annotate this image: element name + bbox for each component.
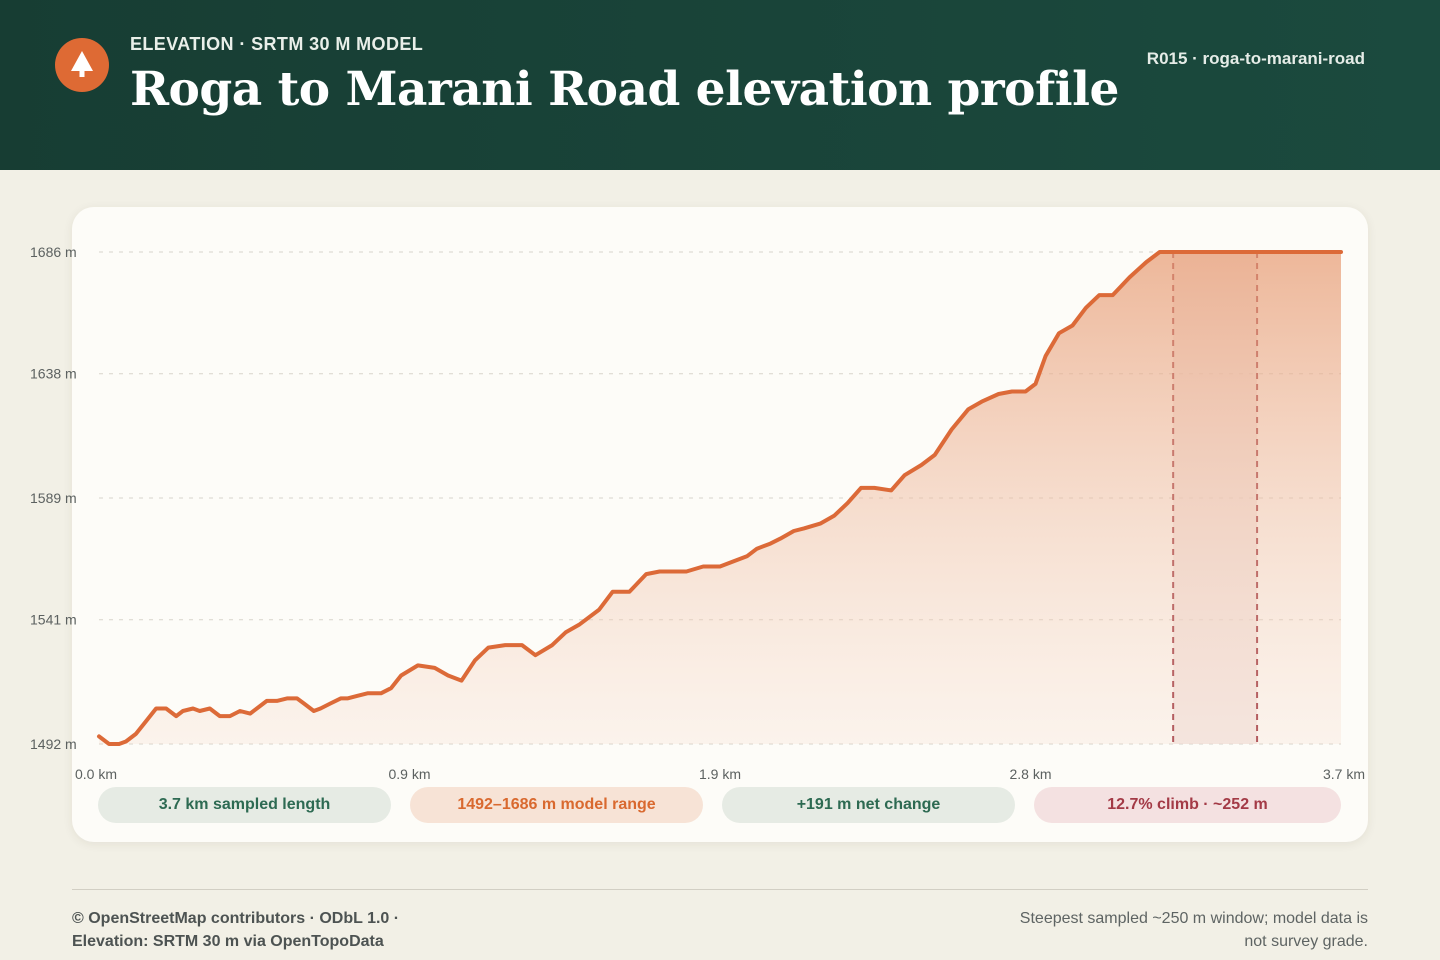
elevation-line [97,250,1343,746]
footer-attribution: © OpenStreetMap contributors · ODbL 1.0 … [72,907,572,953]
eyebrow-label: ELEVATION · SRTM 30 M MODEL [130,34,424,54]
x-tick-label: 2.8 km [1009,766,1051,782]
chip-model-range: 1492–1686 m model range [410,787,703,823]
route-id: R015 · roga-to-marani-road [1146,49,1365,68]
footer-note: Steepest sampled ~250 m window; model da… [968,907,1368,953]
attribution-line-2: Elevation: SRTM 30 m via OpenTopoData [72,933,384,950]
logo [55,38,109,92]
note-line-1: Steepest sampled ~250 m window; model da… [1019,910,1368,927]
x-tick-label: 1.9 km [699,766,741,782]
y-tick-label: 1638 m [30,366,77,382]
attribution-line-1: © OpenStreetMap contributors · ODbL 1.0 … [72,910,400,927]
y-tick-label: 1686 m [30,244,77,260]
page-title: Roga to Marani Road elevation profile [130,62,1119,117]
x-tick-label: 0.9 km [388,766,430,782]
header-banner: ELEVATION · SRTM 30 M MODEL Roga to Mara… [0,0,1440,170]
elevation-area [99,252,1341,744]
x-tick-label: 3.7 km [1323,766,1365,782]
y-tick-label: 1492 m [30,736,77,752]
y-tick-label: 1541 m [30,612,77,628]
footer-divider [72,889,1368,890]
x-tick-label: 0.0 km [75,766,117,782]
chip-steepest-climb: 12.7% climb · ~252 m [1034,787,1341,823]
note-line-2: not survey grade. [1244,933,1368,950]
chip-sampled-length: 3.7 km sampled length [98,787,391,823]
mountain-tree-icon [71,51,93,77]
y-tick-label: 1589 m [30,490,77,506]
chip-net-change: +191 m net change [722,787,1015,823]
